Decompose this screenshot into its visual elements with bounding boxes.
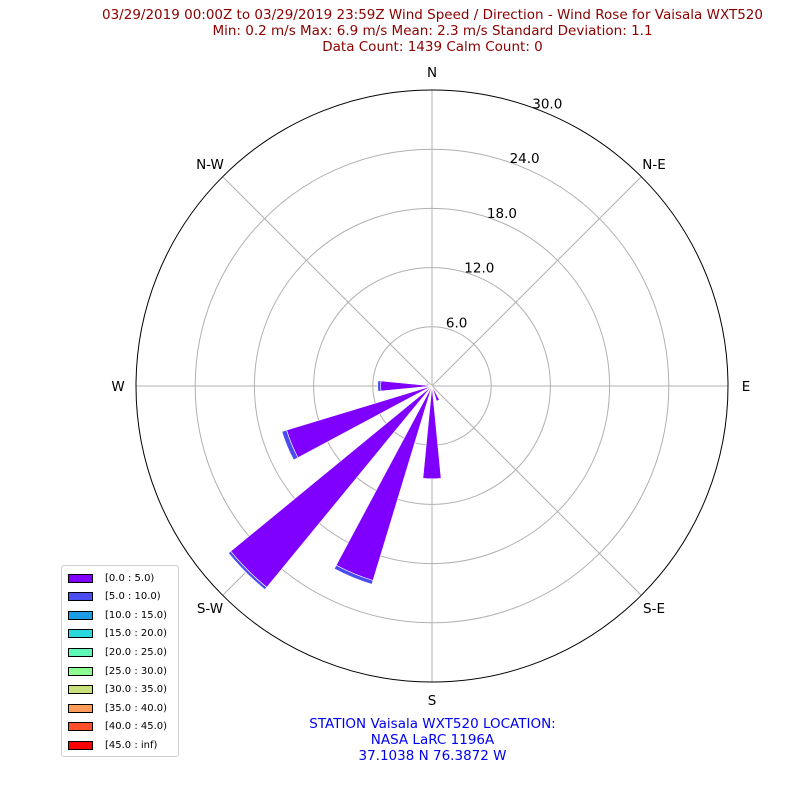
legend-label: [40.0 : 45.0) xyxy=(105,721,168,733)
legend-item: [45.0 : inf) xyxy=(68,739,157,751)
legend-label: [20.0 : 25.0) xyxy=(105,646,168,658)
ring-2 xyxy=(253,207,611,565)
chart-title-line-3: Data Count: 1439 Calm Count: 0 xyxy=(322,39,543,55)
speed-legend: [0.0 : 5.0) [5.0 : 10.0) [10.0 : 15.0) [15.… xyxy=(61,565,179,757)
axis-labels: N N-E E S-E S S-W W N-W 6.0 12.0 18.0 24.0 30.0 xyxy=(111,65,750,709)
legend-label: [5.0 : 10.0) xyxy=(105,591,161,603)
direction-label-n-w: N-W xyxy=(196,157,224,173)
legend-label: [30.0 : 35.0) xyxy=(105,684,168,696)
bar-202.5-bin-1 xyxy=(333,564,374,585)
bar-225-bin-1 xyxy=(227,550,268,591)
legend-item: [5.0 : 10.0) xyxy=(68,591,161,603)
legend-swatch xyxy=(68,573,93,583)
legend-swatch xyxy=(68,592,93,602)
legend-item: [10.0 : 15.0) xyxy=(68,609,167,621)
legend-label: [45.0 : inf) xyxy=(105,739,158,751)
direction-label-w: W xyxy=(111,379,124,395)
legend-label: [25.0 : 30.0) xyxy=(105,665,168,677)
legend-item: [30.0 : 35.0) xyxy=(68,684,167,696)
legend-label: [15.0 : 20.0) xyxy=(105,628,168,640)
legend-swatch xyxy=(68,666,93,676)
spoke-n-w xyxy=(222,176,433,387)
radial-tick-label: 30.0 xyxy=(532,97,562,113)
legend-label: [0.0 : 5.0) xyxy=(105,572,155,584)
bar-270-bin-1 xyxy=(377,380,382,392)
station-line-3: 37.1038 N 76.3872 W xyxy=(358,748,507,764)
bar-225-bin-0 xyxy=(230,385,433,588)
legend-label: [35.0 : 40.0) xyxy=(105,702,168,714)
direction-label-e: E xyxy=(742,379,751,395)
bar-180-bin-0 xyxy=(422,385,442,480)
legend-item: [0.0 : 5.0) xyxy=(68,572,154,584)
radial-tick-label: 6.0 xyxy=(446,315,467,331)
legend-item: [15.0 : 20.0) xyxy=(68,628,167,640)
direction-label-n-e: N-E xyxy=(642,157,666,173)
legend-label: [10.0 : 15.0) xyxy=(105,609,168,621)
legend-swatch xyxy=(68,740,93,750)
wind-rose-bars xyxy=(227,380,442,591)
polar-frame xyxy=(135,89,729,683)
legend-swatch xyxy=(68,703,93,713)
legend-swatch xyxy=(68,685,93,695)
radial-tick-label: 18.0 xyxy=(487,206,517,222)
legend-swatch xyxy=(68,647,93,657)
direction-label-s: S xyxy=(428,693,437,709)
legend-swatch xyxy=(68,629,93,639)
radial-tick-label: 12.0 xyxy=(464,261,494,277)
direction-label-s-w: S-W xyxy=(197,601,223,617)
ring-3 xyxy=(194,148,670,624)
legend-item: [20.0 : 25.0) xyxy=(68,646,167,658)
ring-1 xyxy=(313,267,551,505)
legend-item: [35.0 : 40.0) xyxy=(68,702,167,714)
bar-292.5-bin-0 xyxy=(425,382,433,387)
bar-157.5-bin-0 xyxy=(431,385,440,402)
spoke-n-e xyxy=(431,176,642,387)
direction-label-s-e: S-E xyxy=(643,601,665,617)
legend-swatch xyxy=(68,722,93,732)
station-line-2: NASA LaRC 1196A xyxy=(370,732,495,748)
chart-title-line-2: Min: 0.2 m/s Max: 6.9 m/s Mean: 2.3 m/s … xyxy=(212,23,653,39)
legend-item: [25.0 : 30.0) xyxy=(68,665,167,677)
spoke-s-e xyxy=(431,385,642,596)
chart-title-line-1: 03/29/2019 00:00Z to 03/29/2019 23:59Z W… xyxy=(102,7,763,23)
radial-tick-label: 24.0 xyxy=(510,151,540,167)
legend-item: [40.0 : 45.0) xyxy=(68,721,167,733)
legend-swatch xyxy=(68,610,93,620)
bar-247.5-bin-1 xyxy=(281,429,299,461)
station-line-1: STATION Vaisala WXT520 LOCATION: xyxy=(309,716,556,732)
direction-label-n: N xyxy=(427,65,437,81)
